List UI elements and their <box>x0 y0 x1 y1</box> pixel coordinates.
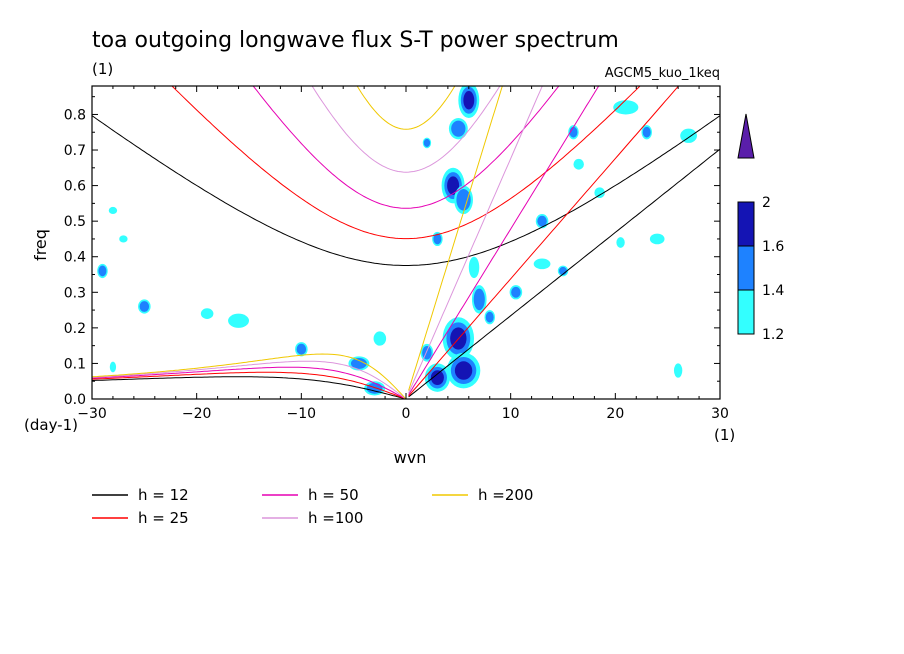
legend: h = 12 h = 25 h = 50 h =100 h =200 <box>92 486 533 527</box>
y-tick-label: 0.1 <box>64 356 86 372</box>
power-blob-18-level-0 <box>649 233 665 245</box>
y-tick-label: 0.6 <box>64 179 86 195</box>
colorbar-label: 1.6 <box>762 239 784 255</box>
power-blob-31-level-1 <box>423 138 431 147</box>
legend-label: h =100 <box>308 509 363 527</box>
dispersion-curve-kelvin-h25 <box>408 86 680 397</box>
power-blob-0-level-2 <box>463 90 475 110</box>
power-blob-11-level-1 <box>511 286 521 298</box>
dispersion-curve-kelvin-h100 <box>408 86 543 394</box>
y-axis-label: freq <box>31 229 50 261</box>
y-tick-label: 0.3 <box>64 285 86 301</box>
power-blob-25-level-1 <box>350 358 367 369</box>
power-blob-34-level-0 <box>533 258 551 270</box>
x-axis-label: wvn <box>394 448 427 467</box>
axes: −30 −20 −10 0 10 20 30 0.0 0.1 0.2 0.3 0.4 0.5 0.6 0.7… <box>64 86 729 422</box>
power-blob-33-level-0 <box>594 187 605 199</box>
dispersion-curve-ig-h50 <box>252 86 560 209</box>
power-blob-29-level-0 <box>119 235 128 243</box>
model-label: AGCM5_kuo_1keq <box>605 66 720 81</box>
legend-label: h = 50 <box>308 486 359 504</box>
x-tick-label: 10 <box>502 406 520 422</box>
colorbar-arrow <box>737 113 755 159</box>
power-blob-12-level-1 <box>537 215 547 227</box>
dispersion-curve-kelvin-h200 <box>408 86 503 391</box>
x-tick-label: −30 <box>77 406 107 422</box>
x-unit-label: (1) <box>714 426 735 444</box>
dispersion-curve-rossby-h50 <box>92 366 407 399</box>
dispersion-curves <box>92 86 720 399</box>
power-blob-28-level-0 <box>109 361 117 373</box>
power-blob-19-level-0 <box>673 363 683 378</box>
y-unit-label: (day-1) <box>24 416 78 434</box>
chart-title: toa outgoing longwave flux S-T power spe… <box>92 28 619 53</box>
power-blob-3-level-1 <box>456 189 471 211</box>
power-blob-30-level-0 <box>108 206 118 215</box>
power-blob-36-level-1 <box>485 311 494 323</box>
x-tick-label: 30 <box>711 406 729 422</box>
power-blob-26-level-1 <box>366 382 383 394</box>
power-blob-35-level-0 <box>616 237 625 248</box>
dispersion-curve-kelvin-h50 <box>408 86 600 395</box>
x-tick-label: −10 <box>287 406 317 422</box>
x-tick-label: 0 <box>402 406 411 422</box>
power-contours <box>97 86 697 396</box>
power-blob-20-level-1 <box>139 301 150 312</box>
dispersion-curve-kelvin-h12 <box>408 148 720 398</box>
dispersion-curve-ig-h12 <box>92 115 720 266</box>
colorbar-segment-1 <box>737 289 755 335</box>
power-blob-5-level-2 <box>454 361 473 380</box>
legend-label: h = 12 <box>138 486 189 504</box>
legend-label: h =200 <box>478 486 533 504</box>
power-blob-16-level-1 <box>642 126 651 138</box>
colorbar-label: 1.4 <box>762 283 784 299</box>
power-blob-6-level-2 <box>430 370 444 386</box>
x-tick-label: −20 <box>182 406 212 422</box>
power-blob-2-level-2 <box>447 176 460 195</box>
colorbar-segment-3 <box>737 201 755 247</box>
power-blob-24-level-1 <box>296 343 307 355</box>
y-tick-label: 0.8 <box>64 107 86 123</box>
plot-frame <box>91 85 721 400</box>
power-blob-27-level-0 <box>373 331 387 346</box>
dispersion-curve-rossby-h25 <box>92 371 407 399</box>
y-tick-label: 0.0 <box>64 392 86 408</box>
y-tick-label: 0.5 <box>64 214 86 230</box>
colorbar-label: 2 <box>762 195 771 211</box>
power-blob-15-level-0 <box>613 100 639 115</box>
power-blob-17-level-0 <box>680 128 697 143</box>
power-blob-23-level-0 <box>200 308 214 319</box>
power-blob-22-level-0 <box>228 313 250 328</box>
power-blob-32-level-0 <box>573 158 584 170</box>
power-blob-1-level-1 <box>451 120 466 137</box>
dispersion-curve-rossby-h12 <box>92 376 407 399</box>
legend-label: h = 25 <box>138 509 189 527</box>
colorbar-label: 1.2 <box>762 327 784 343</box>
colorbar-segment-2 <box>737 245 755 291</box>
y-tick-label: 0.7 <box>64 143 86 159</box>
y-tick-label: 0.4 <box>64 250 86 266</box>
dispersion-curve-rossby-h100 <box>92 360 407 399</box>
power-blob-21-level-1 <box>98 265 107 277</box>
y-tick-label: 0.2 <box>64 321 86 337</box>
power-blob-8-level-1 <box>473 288 485 311</box>
colorbar: 1.2 1.4 1.6 2 <box>737 113 784 343</box>
power-blob-10-level-1 <box>433 233 442 245</box>
x-tick-label: 20 <box>606 406 624 422</box>
title-unit: (1) <box>92 60 113 78</box>
power-blob-9-level-0 <box>468 256 480 279</box>
dispersion-curve-ig-h200 <box>356 86 456 130</box>
dispersion-curve-ig-h25 <box>171 86 641 240</box>
dispersion-curve-ig-h100 <box>311 86 501 173</box>
dispersion-curve-rossby-h200 <box>92 353 407 399</box>
